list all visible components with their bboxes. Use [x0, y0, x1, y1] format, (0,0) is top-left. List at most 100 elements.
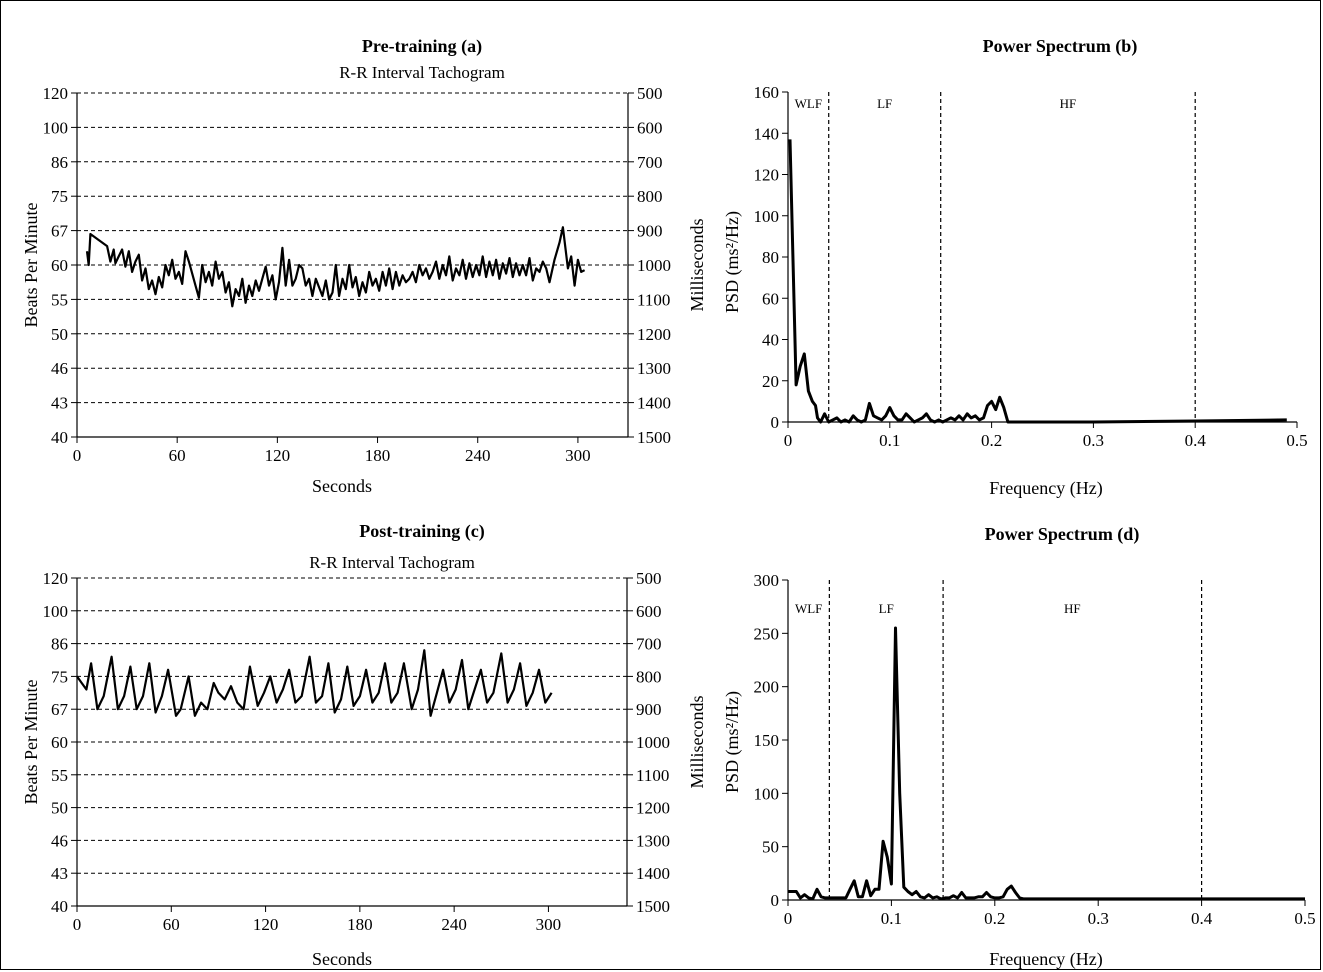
panel-a-rr-series-line — [85, 226, 586, 308]
panel-a-xtick-label: 180 — [365, 446, 391, 465]
panel-d-xtick-label: 0 — [784, 909, 793, 928]
panel-a-ytick-label: 120 — [43, 84, 69, 103]
panel-a-xtick-label: 300 — [565, 446, 591, 465]
panel-d-xtick-label: 0.2 — [984, 909, 1005, 928]
panel-c-posttraining-tachogram: Post-training (c) R-R Interval Tachogram… — [21, 521, 707, 969]
panel-d-xtick-label: 0.5 — [1294, 909, 1315, 928]
panel-a-ytick-label: 55 — [51, 290, 68, 309]
panel-c-xlabel: Seconds — [312, 949, 372, 969]
panel-b-ytick-label: 60 — [762, 289, 779, 308]
panel-a-ytick-label: 86 — [51, 153, 68, 172]
panel-c-y2tick-label: 600 — [636, 602, 662, 621]
panel-b-xtick-label: 0.4 — [1185, 431, 1207, 450]
panel-b-ytick-label: 20 — [762, 372, 779, 391]
panel-c-ytick-label: 60 — [51, 733, 68, 752]
panel-c-ytick-label: 100 — [43, 602, 69, 621]
panel-c-xtick-label: 120 — [253, 915, 279, 934]
panel-a-y2label: Milliseconds — [687, 219, 707, 312]
panel-c-ytick-label: 50 — [51, 799, 68, 818]
panel-a-xtick-label: 0 — [73, 446, 82, 465]
panel-c-ylabel: Beats Per Minute — [21, 680, 41, 805]
panel-a-y2tick-label: 1300 — [637, 359, 671, 378]
panel-b-band-label: HF — [1060, 96, 1077, 111]
panel-a-y2tick-label: 800 — [637, 187, 663, 206]
panel-d-ytick-label: 300 — [754, 571, 780, 590]
panel-c-y2tick-label: 500 — [636, 569, 662, 588]
panel-c-subtitle: R-R Interval Tachogram — [309, 553, 475, 572]
panel-b-title: Power Spectrum (b) — [983, 36, 1138, 57]
panel-a-ytick-label: 40 — [51, 428, 68, 447]
panel-a-y2tick-label: 700 — [637, 153, 663, 172]
panel-b-ytick-label: 160 — [754, 83, 780, 102]
panel-a-pretraining-tachogram: Pre-training (a) R-R Interval Tachogram … — [21, 36, 707, 496]
panel-c-y2tick-label: 900 — [636, 700, 662, 719]
panel-c-title: Post-training (c) — [359, 521, 484, 542]
panel-d-power-spectrum: Power Spectrum (d) Frequency (Hz) PSD (m… — [722, 524, 1316, 970]
panel-c-y2tick-label: 1100 — [636, 766, 669, 785]
panel-a-xtick-label: 240 — [465, 446, 491, 465]
panel-d-ylabel: PSD (ms²/Hz) — [722, 691, 743, 793]
panel-b-xlabel: Frequency (Hz) — [989, 478, 1102, 499]
panel-a-ytick-label: 43 — [51, 394, 68, 413]
panel-d-xtick-label: 0.1 — [881, 909, 902, 928]
panel-d-band-label: LF — [879, 601, 894, 616]
panel-c-ytick-label: 43 — [51, 864, 68, 883]
panel-a-y2tick-label: 600 — [637, 118, 663, 137]
panel-a-ytick-label: 50 — [51, 325, 68, 344]
panel-d-ytick-label: 250 — [754, 624, 780, 643]
panel-a-y2tick-label: 1000 — [637, 256, 671, 275]
panel-d-ytick-label: 50 — [762, 838, 779, 857]
panel-c-xtick-label: 60 — [163, 915, 180, 934]
panel-d-ytick-label: 0 — [771, 891, 780, 910]
panel-d-band-label: WLF — [795, 601, 822, 616]
panel-d-band-label: HF — [1064, 601, 1081, 616]
panel-a-xtick-label: 120 — [265, 446, 291, 465]
panel-b-ytick-label: 100 — [754, 207, 780, 226]
panel-b-band-label: WLF — [795, 96, 822, 111]
panel-b-ytick-label: 0 — [771, 413, 780, 432]
panel-a-xtick-label: 60 — [169, 446, 186, 465]
panel-d-ytick-label: 150 — [754, 731, 780, 750]
panel-c-y2label: Milliseconds — [687, 696, 707, 789]
panel-b-xtick-label: 0.5 — [1286, 431, 1307, 450]
panel-d-xtick-label: 0.4 — [1191, 909, 1213, 928]
panel-d-title: Power Spectrum (d) — [985, 524, 1140, 545]
panel-d-xtick-label: 0.3 — [1088, 909, 1109, 928]
panel-a-ytick-label: 67 — [51, 222, 69, 241]
panel-a-y2tick-label: 1400 — [637, 394, 671, 413]
panel-c-ytick-label: 86 — [51, 635, 68, 654]
panel-c-rr-series-line — [76, 649, 553, 717]
panel-a-xlabel: Seconds — [312, 476, 372, 496]
panel-a-y2tick-label: 500 — [637, 84, 663, 103]
panel-d-ytick-label: 200 — [754, 678, 780, 697]
panel-b-ytick-label: 40 — [762, 331, 779, 350]
panel-b-ylabel: PSD (ms²/Hz) — [722, 211, 743, 313]
panel-a-ytick-label: 100 — [43, 118, 69, 137]
panel-b-ytick-label: 80 — [762, 248, 779, 267]
panel-b-xtick-label: 0 — [784, 431, 793, 450]
panel-c-xtick-label: 300 — [536, 915, 562, 934]
panel-c-ytick-label: 40 — [51, 897, 68, 916]
panel-b-psd-series-line — [788, 139, 1287, 424]
panel-d-xlabel: Frequency (Hz) — [989, 949, 1102, 970]
panel-c-y2tick-label: 1000 — [636, 733, 670, 752]
panel-c-y2tick-label: 1400 — [636, 864, 670, 883]
panel-c-ytick-label: 46 — [51, 831, 68, 850]
panel-b-band-label: LF — [877, 96, 892, 111]
panel-a-ytick-label: 46 — [51, 359, 68, 378]
panel-c-y2tick-label: 1200 — [636, 799, 670, 818]
panel-a-y2tick-label: 1500 — [637, 428, 671, 447]
panel-a-ytick-label: 75 — [51, 187, 68, 206]
panel-d-psd-series-line — [788, 626, 1305, 901]
panel-d-ytick-label: 100 — [754, 784, 780, 803]
panel-a-subtitle: R-R Interval Tachogram — [339, 63, 505, 82]
panel-b-xtick-label: 0.1 — [879, 431, 900, 450]
panel-c-y2tick-label: 1500 — [636, 897, 670, 916]
panel-a-y2tick-label: 1200 — [637, 325, 671, 344]
panel-b-xtick-label: 0.3 — [1083, 431, 1104, 450]
panel-b-ytick-label: 140 — [754, 124, 780, 143]
panel-b-power-spectrum: Power Spectrum (b) Frequency (Hz) PSD (m… — [722, 36, 1308, 499]
panel-c-y2tick-label: 700 — [636, 635, 662, 654]
